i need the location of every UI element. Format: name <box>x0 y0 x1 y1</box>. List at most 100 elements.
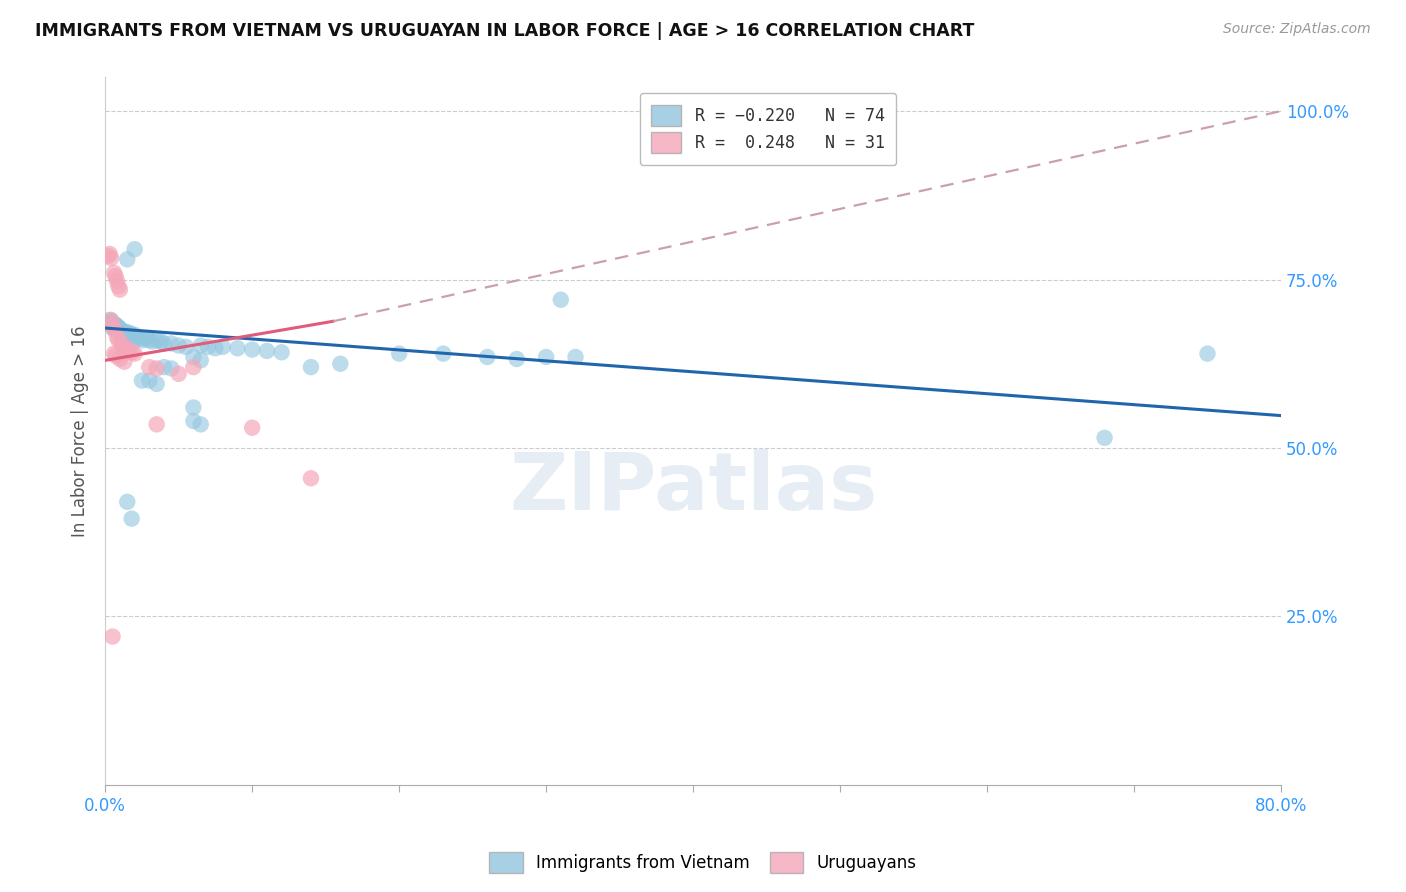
Point <box>121 345 143 359</box>
Point <box>138 333 160 347</box>
Point <box>107 333 129 347</box>
Point <box>97 249 120 263</box>
Point <box>107 324 129 338</box>
Text: IMMIGRANTS FROM VIETNAM VS URUGUAYAN IN LABOR FORCE | AGE > 16 CORRELATION CHART: IMMIGRANTS FROM VIETNAM VS URUGUAYAN IN … <box>35 22 974 40</box>
Point <box>145 376 167 391</box>
Point <box>114 341 136 355</box>
Point <box>226 341 249 355</box>
Point <box>534 350 557 364</box>
Point <box>104 321 127 335</box>
Point <box>110 326 132 341</box>
Point <box>183 414 205 428</box>
Point <box>131 374 153 388</box>
Point <box>124 346 146 360</box>
Point <box>101 318 124 333</box>
Point <box>105 274 128 288</box>
Point <box>153 360 176 375</box>
Legend: Immigrants from Vietnam, Uruguayans: Immigrants from Vietnam, Uruguayans <box>482 846 924 880</box>
Point <box>114 327 136 342</box>
Point <box>103 317 125 331</box>
Point <box>104 318 127 332</box>
Point <box>183 350 205 364</box>
Text: Source: ZipAtlas.com: Source: ZipAtlas.com <box>1223 22 1371 37</box>
Y-axis label: In Labor Force | Age > 16: In Labor Force | Age > 16 <box>72 326 89 537</box>
Point <box>100 251 122 265</box>
Point <box>127 330 149 344</box>
Point <box>153 336 176 351</box>
Point <box>111 340 134 354</box>
Point <box>132 333 155 347</box>
Point <box>104 349 127 363</box>
Point <box>100 314 122 328</box>
Point <box>108 325 131 339</box>
Point <box>190 353 212 368</box>
Point <box>138 360 160 375</box>
Point <box>129 332 152 346</box>
Point <box>190 338 212 352</box>
Point <box>121 511 143 525</box>
Point <box>388 346 411 360</box>
Point <box>122 330 145 344</box>
Text: ZIPatlas: ZIPatlas <box>509 449 877 526</box>
Point <box>111 333 134 347</box>
Point <box>270 345 292 359</box>
Point <box>145 333 167 347</box>
Point <box>121 336 143 351</box>
Point <box>120 326 142 341</box>
Point <box>160 336 183 351</box>
Point <box>118 343 141 358</box>
Point <box>97 316 120 330</box>
Point <box>240 421 263 435</box>
Point <box>550 293 572 307</box>
Point <box>145 417 167 432</box>
Point <box>564 350 586 364</box>
Point <box>240 343 263 357</box>
Point <box>299 471 322 485</box>
Point <box>117 325 139 339</box>
Point <box>101 321 124 335</box>
Point <box>117 252 139 267</box>
Point <box>101 630 124 644</box>
Point <box>110 323 132 337</box>
Point <box>138 374 160 388</box>
Point <box>183 401 205 415</box>
Point <box>103 266 125 280</box>
Point <box>329 357 352 371</box>
Point <box>98 247 121 261</box>
Point <box>506 351 529 366</box>
Point <box>204 341 226 355</box>
Point <box>121 328 143 343</box>
Point <box>112 355 135 369</box>
Point <box>110 336 132 351</box>
Point <box>105 330 128 344</box>
Point <box>108 351 131 366</box>
Point <box>117 495 139 509</box>
Point <box>107 320 129 334</box>
Legend: R = −0.220   N = 74, R =  0.248   N = 31: R = −0.220 N = 74, R = 0.248 N = 31 <box>640 93 897 165</box>
Point <box>124 327 146 342</box>
Point <box>160 361 183 376</box>
Point <box>112 326 135 340</box>
Point <box>108 322 131 336</box>
Point <box>141 334 163 349</box>
Point <box>101 318 124 333</box>
Point <box>190 417 212 432</box>
Point <box>103 346 125 360</box>
Point <box>107 279 129 293</box>
Point <box>256 343 278 358</box>
Point <box>477 350 499 364</box>
Point <box>103 319 125 334</box>
Point <box>118 327 141 342</box>
Point <box>1197 346 1219 360</box>
Point <box>167 367 190 381</box>
Point <box>135 331 157 345</box>
Point <box>103 322 125 336</box>
Point <box>167 338 190 352</box>
Point <box>150 334 173 349</box>
Point <box>145 361 167 376</box>
Point <box>174 340 197 354</box>
Point <box>104 269 127 284</box>
Point <box>105 318 128 333</box>
Point <box>100 313 122 327</box>
Point <box>124 242 146 256</box>
